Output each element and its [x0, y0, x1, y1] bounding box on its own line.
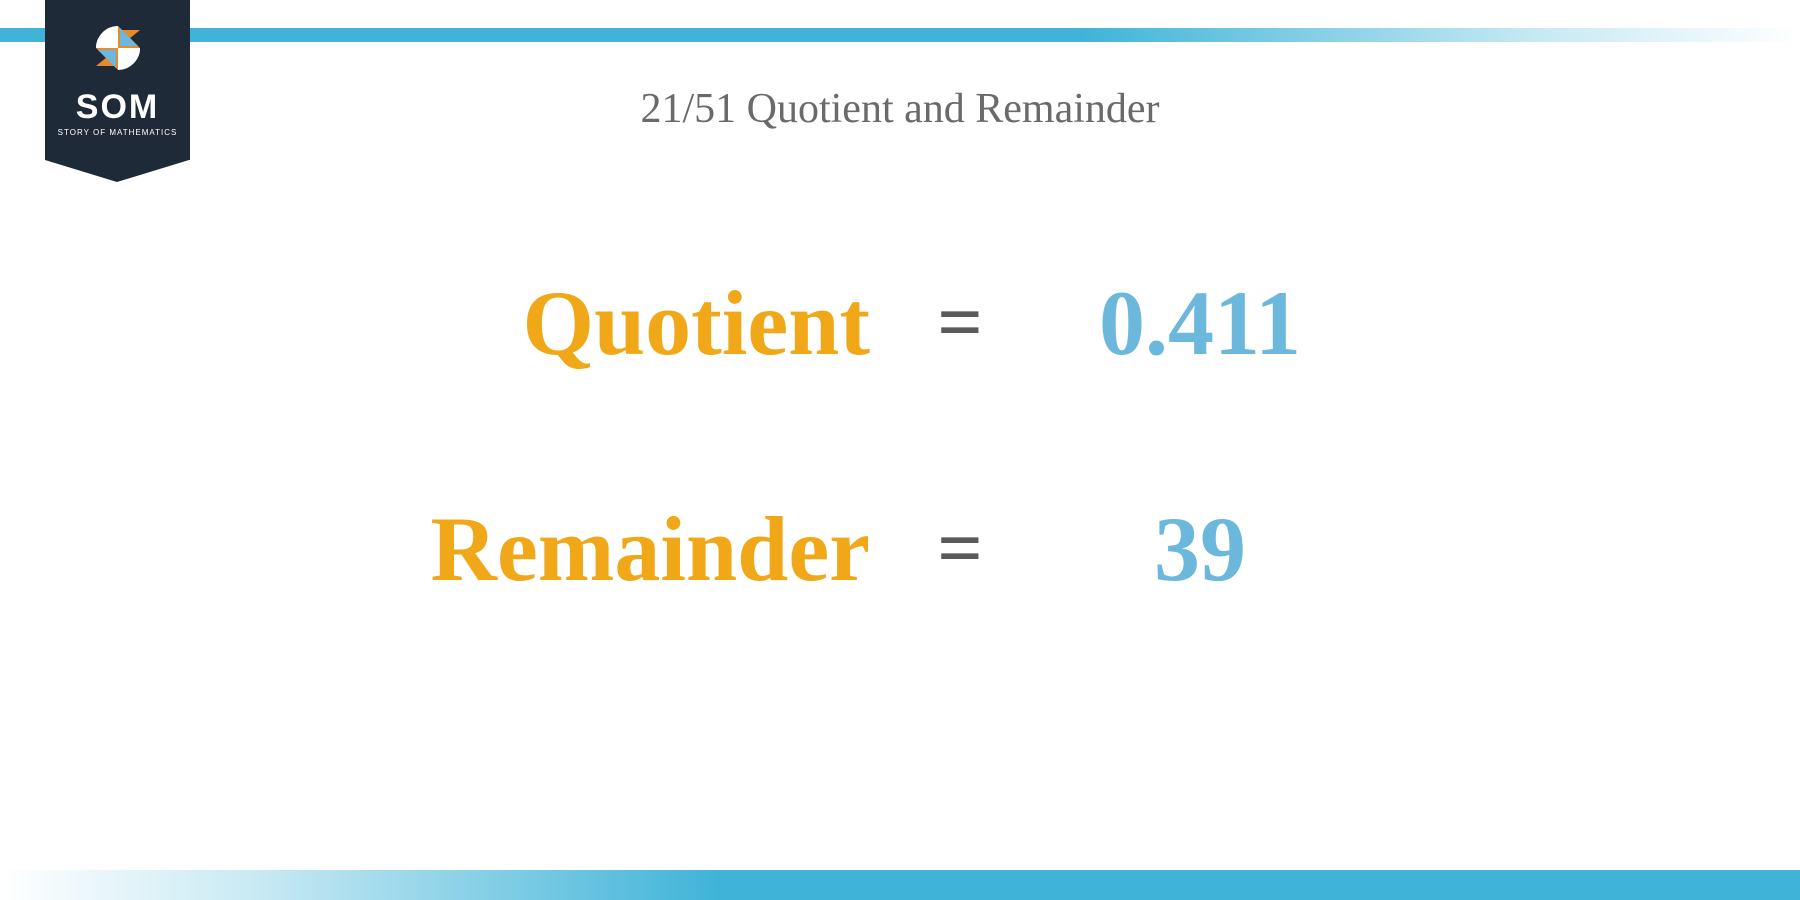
top-accent-bar [0, 28, 1800, 42]
quotient-value: 0.411 [1000, 270, 1400, 376]
equals-sign: = [920, 278, 1000, 369]
remainder-row: Remainder = 39 [350, 496, 1450, 602]
logo-subtext: STORY OF MATHEMATICS [45, 128, 190, 137]
logo-badge: SOM STORY OF MATHEMATICS [45, 0, 190, 160]
equals-sign: = [920, 504, 1000, 595]
remainder-value: 39 [1000, 496, 1400, 602]
logo-text: SOM [45, 88, 190, 127]
quotient-label: Quotient [400, 270, 920, 376]
som-logo-icon-overlay [88, 18, 148, 78]
remainder-label: Remainder [400, 496, 920, 602]
bottom-accent-bar [0, 870, 1800, 900]
main-content: Quotient = 0.411 Remainder = 39 [350, 270, 1450, 722]
page-title: 21/51 Quotient and Remainder [0, 85, 1800, 133]
quotient-row: Quotient = 0.411 [350, 270, 1450, 376]
